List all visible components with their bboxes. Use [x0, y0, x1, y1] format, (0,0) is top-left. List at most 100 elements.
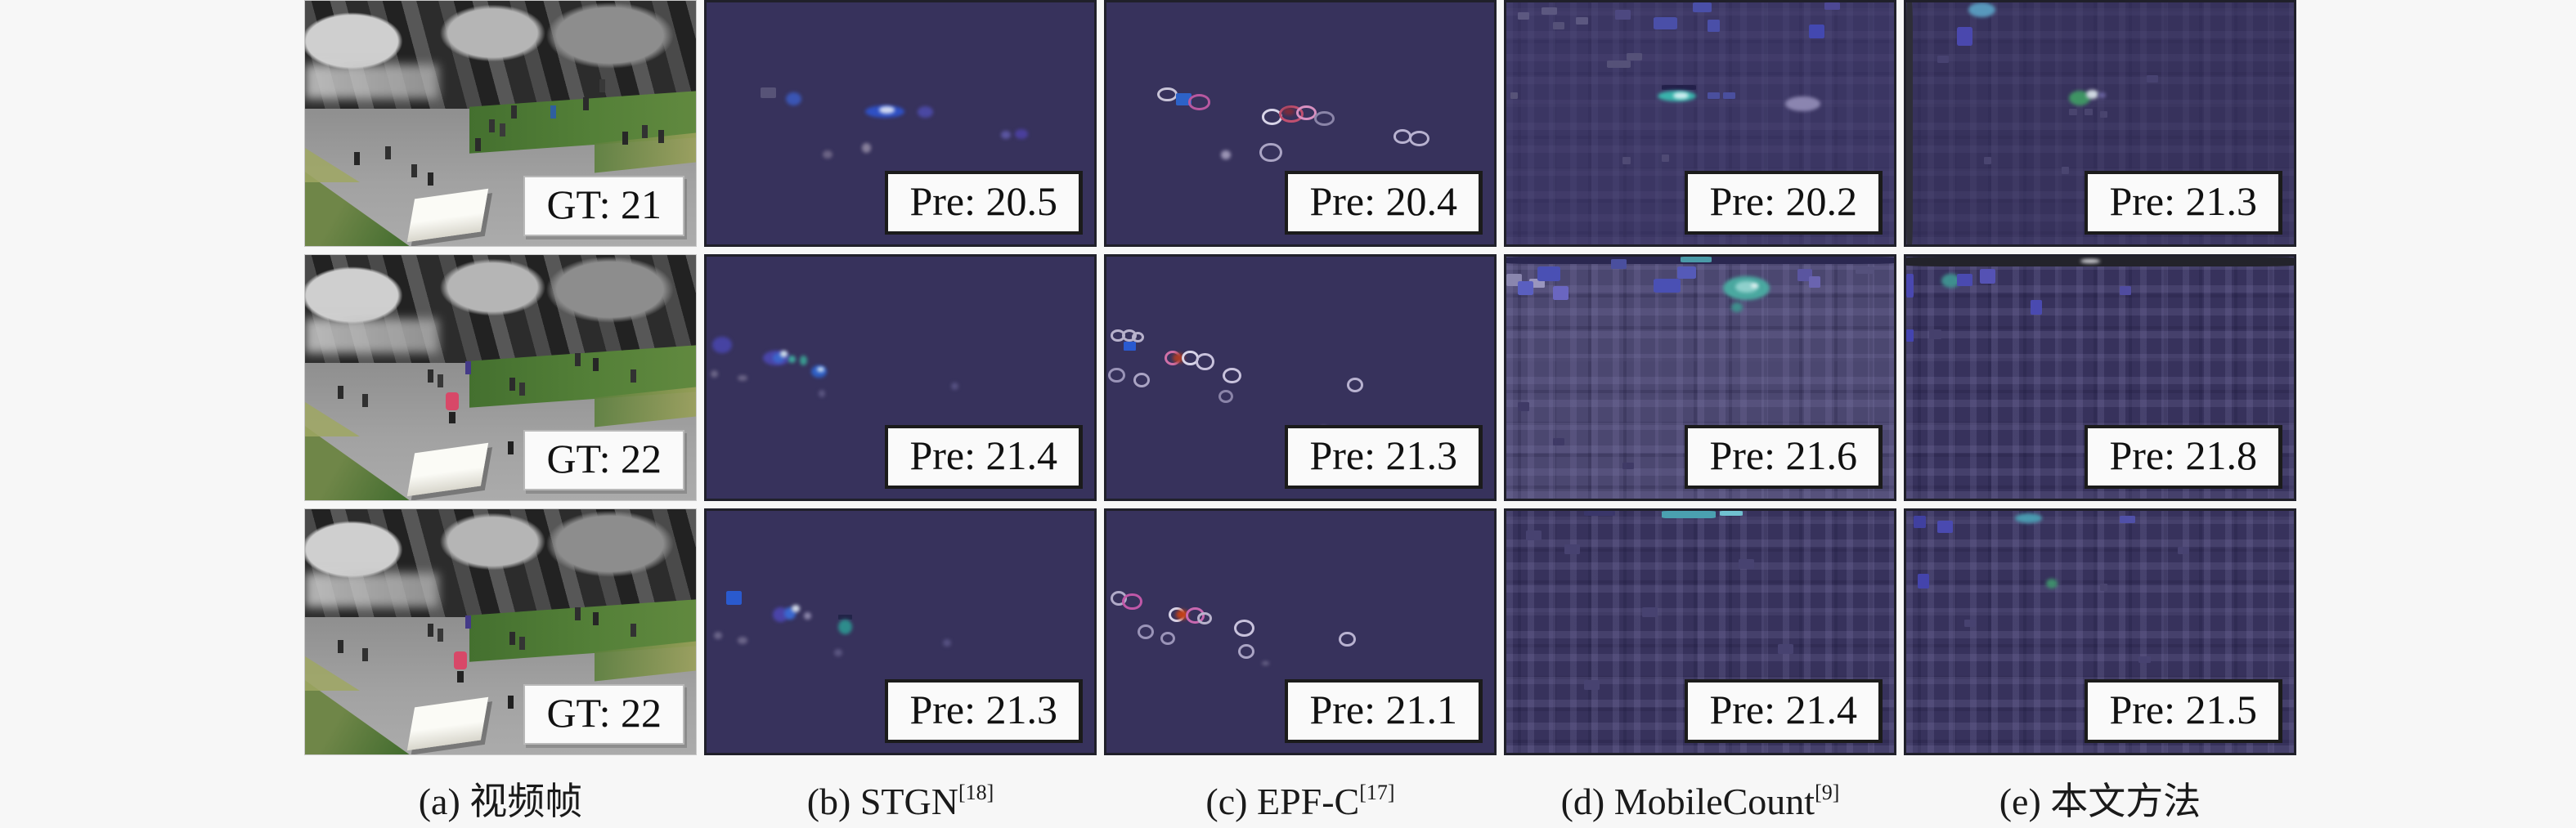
density-blob [1855, 266, 1875, 274]
density-blob [1824, 2, 1840, 10]
density-blob [1218, 389, 1234, 404]
density-blob [2177, 547, 2190, 555]
video-frame-row1: GT: 21 [304, 0, 697, 247]
density-blob [1672, 92, 1689, 100]
density-blob [1223, 368, 1241, 384]
video-frame-row2: GT: 22 [304, 254, 697, 501]
density-blob [1518, 11, 1530, 20]
density-blob [1681, 257, 1712, 263]
gt-count-label: GT: 22 [523, 684, 684, 745]
density-blobs [1106, 511, 1494, 753]
density-blob [1730, 302, 1744, 313]
pre-count-label: Pre: 20.2 [1685, 171, 1883, 235]
density-blob [1564, 544, 1581, 555]
density-blob [710, 370, 719, 378]
density-blob [1692, 2, 1712, 12]
caption-ref: [9] [1815, 781, 1840, 804]
density-blob [1583, 511, 1615, 516]
pre-count-label: Pre: 21.4 [885, 425, 1083, 489]
caption-ref: [17] [1359, 781, 1395, 804]
density-blob [786, 92, 802, 105]
density-blob [714, 632, 722, 639]
caption-mobilecount: (d) MobileCount[9] [1504, 767, 1896, 828]
gt-count-label: GT: 21 [523, 176, 684, 236]
density-blob [2014, 512, 2042, 523]
density-map-mobilecount-row1: Pre: 20.2 [1504, 0, 1896, 247]
density-blob [761, 87, 777, 98]
density-blob [2086, 89, 2098, 100]
density-blob [1708, 92, 1720, 100]
density-blob [1172, 353, 1184, 364]
density-blob [943, 638, 951, 647]
pre-count-label: Pre: 21.3 [1285, 425, 1483, 489]
density-blob [1160, 632, 1176, 646]
density-blobs [1506, 2, 1894, 244]
density-blob [737, 375, 747, 382]
density-blob [1121, 593, 1142, 611]
density-blob [950, 382, 959, 390]
caption-video-frames: (a) 视频帧 [304, 767, 697, 828]
density-blob [1983, 157, 1992, 165]
pre-count-label: Pre: 21.6 [1685, 425, 1883, 489]
density-blob [1918, 573, 1930, 589]
density-map-stgn-row1: Pre: 20.5 [704, 0, 1097, 247]
density-blob [1654, 16, 1677, 29]
density-blob [1510, 92, 1519, 100]
density-blob [1576, 16, 1588, 25]
cyclist-art [453, 651, 467, 669]
density-blob [712, 336, 732, 354]
density-blob [823, 150, 833, 159]
density-blob [1777, 643, 1793, 654]
density-blob [1133, 373, 1151, 387]
caption-ref: [18] [958, 781, 994, 804]
density-blob [799, 356, 808, 366]
density-blob [737, 636, 747, 644]
density-blob [2085, 109, 2093, 115]
density-blob [1346, 378, 1364, 392]
density-blob [1552, 285, 1568, 301]
density-blob [1408, 130, 1429, 147]
density-blob [1906, 329, 1914, 342]
density-blob [1641, 607, 1658, 618]
density-blob [1626, 53, 1642, 61]
density-blob [1296, 105, 1317, 120]
caption-row: (a) 视频帧 (b) STGN[18] (c) EPF-C[17] (d) M… [304, 767, 2296, 828]
density-blob [1661, 511, 1716, 518]
density-map-epfc-row3: Pre: 21.1 [1104, 508, 1497, 755]
density-blobs [707, 511, 1094, 753]
density-blob [1610, 258, 1627, 269]
density-map-mobilecount-row3: Pre: 21.4 [1504, 508, 1896, 755]
density-blob [1583, 680, 1600, 691]
density-blob [1906, 273, 1914, 298]
density-blob [1723, 92, 1735, 100]
caption-text: (a) 视频帧 [418, 781, 583, 822]
density-blob [1708, 19, 1720, 32]
density-blob [2146, 74, 2159, 83]
density-blob [918, 106, 934, 118]
density-blobs [1906, 511, 2294, 753]
caption-ours: (e) 本文方法 [1904, 767, 2296, 828]
caption-text: (c) EPF-C [1205, 781, 1360, 822]
density-blob [803, 612, 811, 620]
density-blob [1750, 283, 1759, 289]
pre-count-label: Pre: 21.1 [1285, 679, 1483, 743]
density-blob [2138, 656, 2151, 664]
density-blob [1614, 9, 1631, 20]
density-blob [1537, 266, 1561, 281]
density-blob [792, 605, 800, 613]
density-map-stgn-row3: Pre: 21.3 [704, 508, 1097, 755]
density-blob [1131, 331, 1145, 343]
density-blob [1980, 268, 1995, 284]
density-blob [1914, 515, 1926, 528]
density-blob [2069, 109, 2077, 115]
density-blob [772, 607, 788, 623]
pre-count-label: Pre: 21.8 [2085, 425, 2282, 489]
density-blob [1552, 438, 1565, 445]
density-blob [1929, 329, 1941, 339]
density-blob [1552, 21, 1565, 29]
density-blob [861, 142, 872, 153]
density-blob [1220, 150, 1231, 160]
density-blobs [1106, 257, 1494, 499]
density-blob [1739, 559, 1755, 570]
